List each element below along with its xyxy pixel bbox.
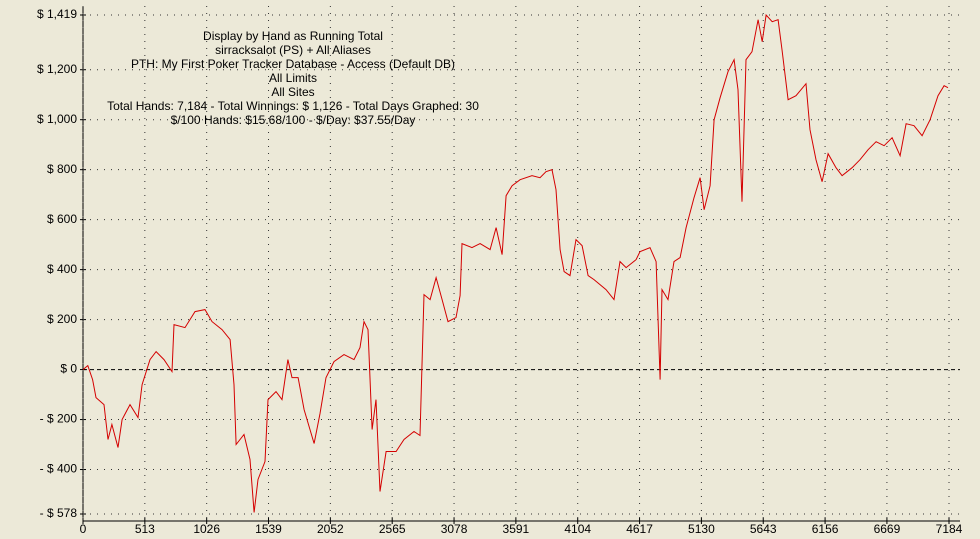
y-tick-label: $ 200 bbox=[47, 312, 77, 326]
y-tick-label: - $ 200 bbox=[40, 412, 78, 426]
x-tick-label: 513 bbox=[135, 522, 155, 536]
x-tick-label: 3078 bbox=[441, 522, 468, 536]
title-line: $/100 Hands: $15.68/100 - $/Day: $37.55/… bbox=[171, 113, 416, 127]
x-tick-label: 3591 bbox=[503, 522, 530, 536]
y-tick-label: $ 800 bbox=[47, 162, 77, 176]
y-tick-label: $ 1,419 bbox=[37, 7, 77, 21]
y-tick-label: $ 400 bbox=[47, 262, 77, 276]
x-tick-label: 0 bbox=[80, 522, 87, 536]
y-tick-label: $ 1,200 bbox=[37, 62, 77, 76]
x-tick-label: 1539 bbox=[255, 522, 282, 536]
title-line: Display by Hand as Running Total bbox=[203, 29, 383, 43]
x-tick-label: 5130 bbox=[688, 522, 715, 536]
series-line bbox=[82, 13, 949, 513]
x-tick-label: 7184 bbox=[936, 522, 963, 536]
y-tick-label: $ 1,000 bbox=[37, 112, 77, 126]
title-line: All Sites bbox=[271, 85, 314, 99]
title-line: All Limits bbox=[269, 71, 317, 85]
x-tick-label: 6156 bbox=[812, 522, 839, 536]
x-tick-label: 2565 bbox=[379, 522, 406, 536]
x-tick-label: 4104 bbox=[564, 522, 591, 536]
x-tick-label: 6669 bbox=[874, 522, 901, 536]
x-tick-label: 1026 bbox=[193, 522, 220, 536]
y-tick-label: - $ 578 bbox=[40, 506, 78, 520]
y-tick-label: $ 600 bbox=[47, 212, 77, 226]
title-line: sirracksalot (PS) + All Aliases bbox=[215, 43, 371, 57]
title-line: PTH: My First Poker Tracker Database - A… bbox=[131, 57, 455, 71]
x-tick-label: 5643 bbox=[750, 522, 777, 536]
x-tick-label: 4617 bbox=[626, 522, 653, 536]
y-tick-label: - $ 400 bbox=[40, 462, 78, 476]
x-tick-label: 2052 bbox=[317, 522, 344, 536]
y-tick-label: $ 0 bbox=[60, 362, 77, 376]
title-line: Total Hands: 7,184 - Total Winnings: $ 1… bbox=[107, 99, 479, 113]
